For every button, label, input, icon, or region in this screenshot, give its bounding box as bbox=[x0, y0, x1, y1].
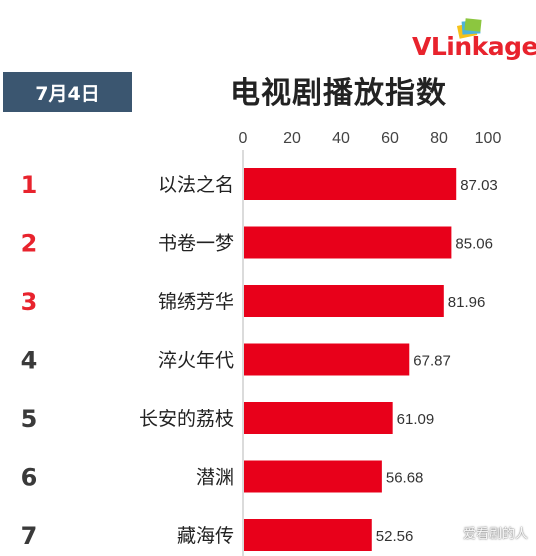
rank-number: 5 bbox=[21, 405, 38, 433]
category-label: 书卷一梦 bbox=[158, 233, 234, 255]
x-tick-label: 0 bbox=[239, 130, 248, 147]
rank-number: 6 bbox=[21, 464, 38, 492]
rank-number: 2 bbox=[21, 230, 38, 258]
value-label: 85.06 bbox=[455, 236, 493, 253]
rank-number: 7 bbox=[21, 522, 38, 550]
rank-number: 4 bbox=[21, 347, 38, 375]
value-label: 81.96 bbox=[448, 294, 486, 311]
bar bbox=[244, 343, 410, 376]
value-label: 87.03 bbox=[460, 177, 498, 194]
bar bbox=[244, 226, 452, 259]
value-label: 52.56 bbox=[376, 528, 414, 545]
vlinkage-logo: VLinkage bbox=[412, 18, 536, 61]
x-tick-label: 80 bbox=[430, 130, 448, 147]
bar bbox=[244, 168, 457, 200]
category-label: 长安的荔枝 bbox=[139, 408, 234, 430]
bar bbox=[244, 285, 444, 317]
value-label: 67.87 bbox=[413, 353, 451, 370]
chart-title: 电视剧播放指数 bbox=[230, 76, 447, 111]
logo-text: VLinkage bbox=[412, 32, 536, 61]
category-label: 藏海传 bbox=[177, 525, 234, 547]
value-label: 61.09 bbox=[397, 411, 435, 428]
value-label: 56.68 bbox=[386, 470, 424, 487]
bar bbox=[244, 519, 372, 551]
category-label: 潜渊 bbox=[196, 467, 234, 489]
bar bbox=[244, 460, 382, 493]
watermark: 爱看剧的人 bbox=[462, 527, 528, 542]
x-tick-label: 40 bbox=[332, 130, 350, 147]
category-label: 以法之名 bbox=[158, 174, 234, 196]
category-label: 淬火年代 bbox=[158, 350, 234, 372]
logo-cards-icon bbox=[456, 18, 482, 39]
category-label: 锦绣芳华 bbox=[158, 291, 234, 313]
rank-number: 1 bbox=[21, 171, 38, 199]
bar bbox=[244, 402, 393, 434]
x-tick-label: 20 bbox=[283, 130, 301, 147]
x-tick-label: 60 bbox=[381, 130, 399, 147]
date-badge: 7月4日 bbox=[3, 72, 132, 112]
rank-number: 3 bbox=[21, 288, 38, 316]
x-tick-label: 100 bbox=[475, 130, 502, 147]
